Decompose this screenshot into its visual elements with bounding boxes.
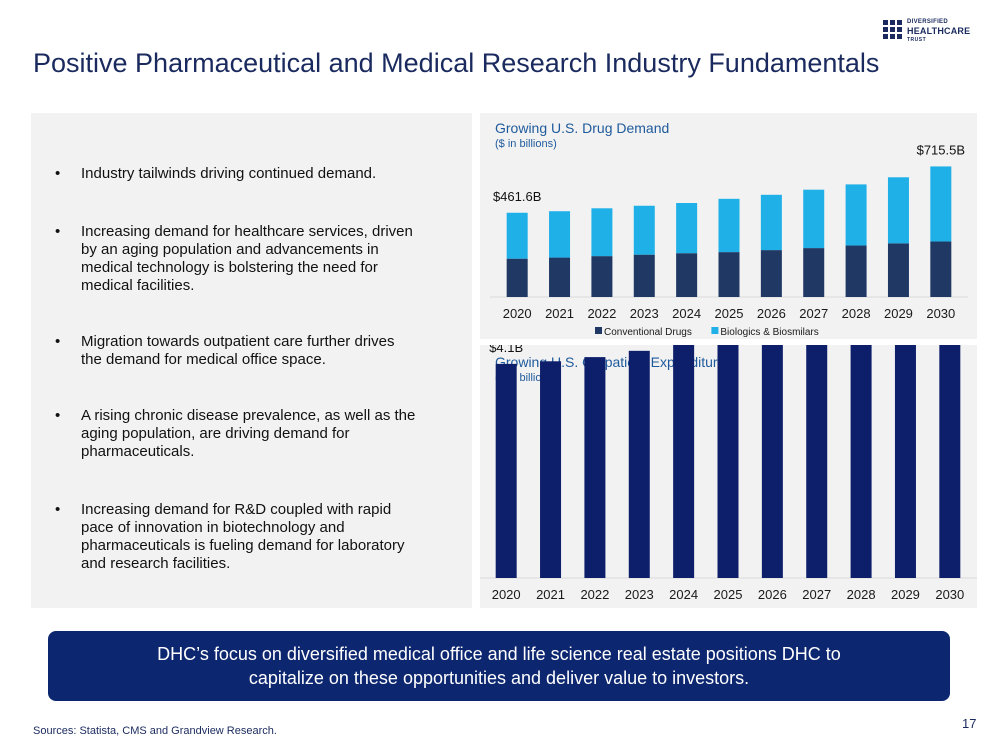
bar-series1-2030: [939, 345, 961, 578]
bullet-line: pharmaceuticals.: [81, 443, 195, 460]
bullet-dot: •: [55, 407, 61, 424]
x-tick-label: 2028: [847, 587, 876, 602]
data-label-2020: $4.1B: [489, 345, 523, 355]
legend-label: Conventional Drugs: [604, 327, 692, 338]
page-title: Positive Pharmaceutical and Medical Rese…: [33, 48, 880, 78]
bar-series2-2030: [930, 166, 952, 242]
x-tick-label: 2029: [891, 587, 920, 602]
x-tick-label: 2022: [587, 306, 616, 321]
bar-series2-2028: [845, 184, 867, 246]
bar-series2-2023: [633, 205, 655, 255]
bullet-line: the demand for medical office space.: [81, 351, 326, 368]
dhc-logo: DIVERSIFIED HEALTHCARE TRUST: [883, 18, 983, 44]
bar-series1-2027: [803, 248, 825, 297]
x-tick-label: 2026: [757, 306, 786, 321]
data-label-2020: $461.6B: [493, 189, 541, 204]
bullet-line: medical facilities.: [81, 277, 195, 294]
bar-series1-2024: [676, 253, 698, 297]
bar-series1-2030: [930, 241, 952, 297]
bullet-line: pace of innovation in biotechnology and: [81, 519, 345, 536]
x-tick-label: 2026: [758, 587, 787, 602]
bar-series2-2024: [676, 203, 698, 254]
bullet-dot: •: [55, 165, 61, 182]
x-tick-label: 2023: [630, 306, 659, 321]
logo-text-line3: TRUST: [907, 37, 927, 43]
bar-series2-2029: [887, 177, 909, 244]
callout-line: DHC’s focus on diversified medical offic…: [157, 644, 841, 664]
bar-series2-2026: [760, 194, 782, 251]
bar-series2-2020: [506, 212, 528, 259]
bullet-line: aging population, are driving demand for: [81, 425, 350, 442]
legend-swatch: [711, 327, 719, 334]
callout-line: capitalize on these opportunities and de…: [248, 668, 750, 688]
outpatient-chart: 2020 2021 2022 2023 2024 2025 2026 2027 2028 2029…: [480, 345, 977, 602]
bullet-dot: •: [55, 223, 61, 240]
logo-text-line2: HEALTHCARE: [907, 26, 971, 36]
bullet-line: Industry tailwinds driving continued dem…: [81, 165, 377, 182]
x-tick-label: 2027: [799, 306, 828, 321]
bullet-line: medical technology is bolstering the nee…: [81, 259, 378, 276]
bullet-line: A rising chronic disease prevalence, as …: [81, 407, 416, 424]
bar-series1-2021: [549, 257, 571, 297]
bar-series1-2027: [806, 345, 828, 578]
x-tick-label: 2020: [503, 306, 532, 321]
bar-series1-2022: [584, 357, 606, 578]
bullet-line: Increasing demand for healthcare service…: [81, 223, 413, 240]
x-tick-label: 2030: [926, 306, 955, 321]
x-tick-label: 2021: [536, 587, 565, 602]
bullet-dot: •: [55, 333, 61, 350]
drug-demand-chart-panel: Growing U.S. Drug Demand ($ in billions)…: [480, 113, 977, 339]
bullet-dot: •: [55, 501, 61, 518]
bar-series1-2023: [633, 254, 655, 297]
bar-series1-2029: [887, 243, 909, 297]
bar-series1-2020: [495, 363, 517, 578]
x-tick-label: 2027: [802, 587, 831, 602]
bar-series2-2021: [549, 211, 571, 258]
x-tick-label: 2024: [669, 587, 698, 602]
legend-swatch: [595, 327, 602, 334]
logo-text-line1: DIVERSIFIED: [907, 19, 948, 25]
bar-series1-2021: [540, 361, 562, 578]
bar-series1-2025: [718, 252, 740, 297]
bar-series1-2028: [845, 245, 867, 297]
bullet-line: by an aging population and advancements …: [81, 241, 379, 258]
x-tick-label: 2025: [714, 587, 743, 602]
bar-series2-2025: [718, 198, 740, 253]
x-tick-label: 2025: [715, 306, 744, 321]
page-number: 17: [962, 716, 977, 731]
bar-series1-2025: [717, 345, 739, 578]
drug-demand-chart: 2020 2021 2022 2023 2024 2025 2026 2027 2028 2029…: [490, 142, 968, 338]
bullet-line: and research facilities.: [81, 555, 231, 572]
logo-mark-icon: [883, 20, 903, 40]
bar-series2-2022: [591, 208, 613, 257]
x-tick-label: 2022: [580, 587, 609, 602]
x-tick-label: 2024: [672, 306, 701, 321]
chart-title: Growing U.S. Drug Demand: [495, 120, 670, 136]
bar-series1-2024: [673, 345, 695, 578]
x-tick-label: 2029: [884, 306, 913, 321]
x-tick-label: 2020: [492, 587, 521, 602]
bar-series1-2020: [506, 258, 528, 297]
bar-series1-2028: [850, 345, 872, 578]
key-message-callout: DHC’s focus on diversified medical offic…: [48, 631, 950, 701]
x-tick-label: 2021: [545, 306, 574, 321]
bar-series1-2022: [591, 256, 613, 297]
x-tick-label: 2023: [625, 587, 654, 602]
bar-series1-2029: [894, 345, 916, 578]
x-tick-label: 2030: [935, 587, 964, 602]
outpatient-chart-panel: Growing U.S. Outpatient Expenditures ($ …: [480, 345, 977, 608]
bullet-line: pharmaceuticals is fueling demand for la…: [81, 537, 405, 554]
bullet-panel: • Industry tailwinds driving continued d…: [31, 113, 472, 608]
bar-series1-2026: [761, 345, 783, 578]
bar-series1-2026: [760, 250, 782, 297]
legend-label: Biologics & Biosmilars: [720, 327, 818, 338]
x-tick-label: 2028: [842, 306, 871, 321]
bullet-line: Migration towards outpatient care furthe…: [81, 333, 395, 350]
sources-footnote: Sources: Statista, CMS and Grandview Res…: [33, 725, 277, 737]
data-label-2030: $715.5B: [917, 142, 965, 157]
chart-subtitle: ($ in billions): [495, 138, 557, 150]
bullet-line: Increasing demand for R&D coupled with r…: [81, 501, 392, 518]
bar-series1-2023: [628, 350, 650, 578]
bar-series2-2027: [803, 189, 825, 249]
